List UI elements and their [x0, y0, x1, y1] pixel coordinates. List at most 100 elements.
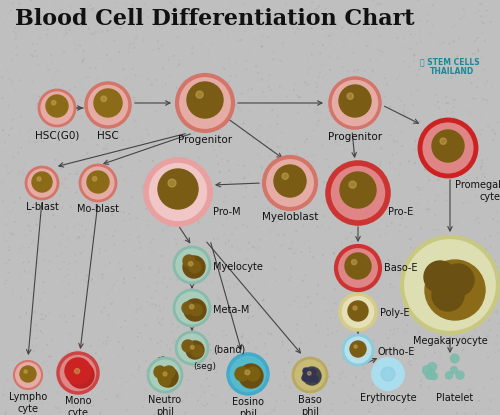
Point — [0, 127, 7, 133]
Point — [370, 358, 378, 365]
Point — [354, 66, 362, 73]
Point — [308, 25, 316, 32]
Point — [250, 0, 258, 6]
Point — [210, 276, 218, 282]
Point — [79, 100, 87, 107]
Point — [328, 408, 336, 414]
Point — [434, 119, 442, 125]
Point — [373, 56, 381, 63]
Circle shape — [345, 253, 371, 279]
Point — [76, 221, 84, 227]
Point — [336, 145, 344, 151]
Point — [22, 176, 30, 183]
Point — [84, 25, 92, 32]
Point — [144, 374, 152, 381]
Point — [276, 38, 284, 45]
Point — [314, 223, 322, 230]
Point — [150, 142, 158, 149]
Point — [124, 114, 132, 121]
Point — [174, 208, 182, 215]
Point — [200, 259, 208, 266]
Point — [66, 87, 74, 93]
Point — [164, 225, 172, 231]
Point — [10, 232, 18, 238]
Point — [140, 1, 148, 8]
Point — [260, 3, 268, 10]
Point — [219, 333, 227, 339]
Circle shape — [92, 176, 97, 181]
Point — [117, 24, 125, 31]
Point — [256, 154, 264, 160]
Point — [200, 76, 208, 82]
Point — [314, 329, 322, 336]
Point — [6, 209, 14, 216]
Point — [0, 95, 6, 102]
Point — [462, 22, 469, 28]
Point — [2, 409, 10, 415]
Point — [219, 338, 227, 345]
Point — [458, 276, 466, 282]
Point — [137, 305, 145, 311]
Point — [25, 210, 33, 216]
Point — [392, 178, 400, 185]
Point — [328, 353, 336, 359]
Point — [117, 163, 125, 170]
Point — [380, 314, 388, 321]
Point — [321, 295, 329, 302]
Point — [88, 276, 96, 283]
Point — [76, 76, 84, 83]
Point — [59, 231, 67, 238]
Point — [134, 291, 142, 298]
Point — [54, 78, 62, 84]
Point — [344, 193, 352, 200]
Point — [400, 388, 408, 395]
Point — [174, 323, 182, 330]
Point — [230, 283, 238, 290]
Point — [31, 231, 39, 238]
Point — [358, 326, 366, 333]
Point — [118, 78, 126, 85]
Point — [392, 284, 400, 291]
Point — [222, 240, 230, 247]
Point — [210, 39, 218, 46]
Point — [293, 183, 301, 190]
Point — [464, 392, 472, 399]
Point — [11, 356, 19, 363]
Point — [63, 293, 71, 300]
Point — [12, 140, 20, 146]
Point — [156, 303, 164, 310]
Point — [56, 335, 64, 342]
Point — [224, 112, 232, 118]
Point — [188, 143, 196, 150]
Point — [152, 165, 160, 171]
Point — [268, 107, 276, 114]
Point — [224, 20, 232, 27]
Point — [476, 109, 484, 115]
Point — [153, 279, 161, 286]
Point — [272, 277, 280, 284]
Point — [350, 216, 358, 223]
Point — [448, 97, 456, 103]
Point — [29, 343, 37, 349]
Point — [323, 115, 331, 122]
Point — [1, 280, 9, 287]
Text: Erythrocyte: Erythrocyte — [360, 393, 416, 403]
Point — [476, 1, 484, 7]
Circle shape — [330, 78, 380, 128]
Point — [176, 222, 184, 228]
Point — [289, 156, 297, 162]
Point — [251, 290, 259, 297]
Point — [478, 160, 486, 166]
Point — [250, 286, 258, 292]
Point — [51, 188, 59, 195]
Point — [321, 198, 329, 205]
Point — [400, 102, 408, 108]
Circle shape — [183, 255, 195, 267]
Point — [54, 405, 62, 411]
Point — [460, 6, 468, 13]
Point — [6, 225, 14, 231]
Circle shape — [264, 157, 316, 209]
Point — [212, 9, 220, 16]
Point — [378, 18, 386, 24]
Point — [419, 357, 427, 364]
